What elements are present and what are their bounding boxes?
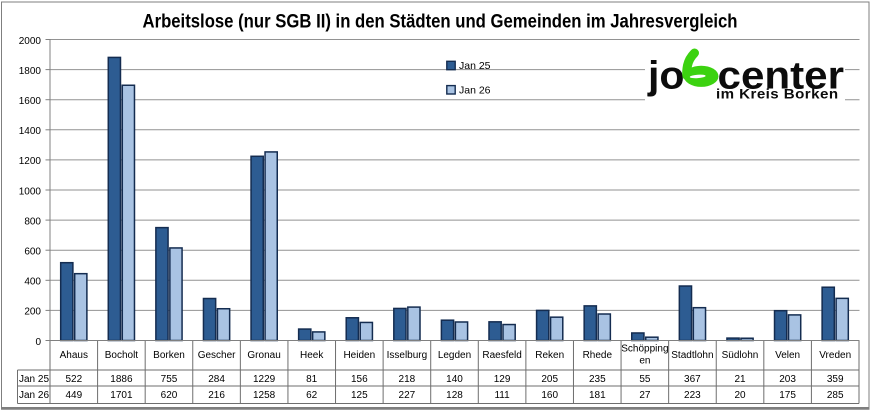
svg-text:400: 400 bbox=[24, 277, 41, 288]
svg-text:Vreden: Vreden bbox=[819, 350, 851, 361]
svg-text:600: 600 bbox=[24, 247, 41, 258]
svg-text:181: 181 bbox=[589, 390, 606, 401]
svg-text:Heek: Heek bbox=[300, 350, 324, 361]
svg-text:Arbeitslose (nur SGB II) in de: Arbeitslose (nur SGB II) in den Städten … bbox=[143, 11, 738, 33]
svg-text:522: 522 bbox=[65, 374, 82, 385]
svg-text:216: 216 bbox=[208, 390, 225, 401]
svg-text:Gescher: Gescher bbox=[198, 350, 236, 361]
svg-text:367: 367 bbox=[684, 374, 701, 385]
svg-text:200: 200 bbox=[24, 307, 41, 318]
svg-text:1800: 1800 bbox=[19, 66, 42, 77]
svg-text:449: 449 bbox=[65, 390, 82, 401]
svg-text:1000: 1000 bbox=[19, 186, 42, 197]
svg-text:359: 359 bbox=[827, 374, 844, 385]
svg-text:Jan 26: Jan 26 bbox=[19, 390, 49, 401]
svg-text:285: 285 bbox=[827, 390, 844, 401]
svg-text:im Kreis Borken: im Kreis Borken bbox=[716, 86, 839, 101]
svg-text:1600: 1600 bbox=[19, 96, 42, 107]
svg-text:205: 205 bbox=[541, 374, 558, 385]
svg-text:1886: 1886 bbox=[110, 374, 133, 385]
svg-text:Jan 26: Jan 26 bbox=[459, 85, 491, 97]
svg-text:125: 125 bbox=[351, 390, 368, 401]
svg-text:156: 156 bbox=[351, 374, 368, 385]
svg-text:62: 62 bbox=[306, 390, 318, 401]
svg-text:284: 284 bbox=[208, 374, 225, 385]
svg-text:Raesfeld: Raesfeld bbox=[482, 350, 521, 361]
svg-text:Jan 25: Jan 25 bbox=[19, 374, 49, 385]
svg-text:20: 20 bbox=[734, 390, 746, 401]
svg-text:Borken: Borken bbox=[153, 350, 185, 361]
svg-text:Legden: Legden bbox=[438, 350, 471, 361]
svg-text:800: 800 bbox=[24, 216, 41, 227]
svg-text:0: 0 bbox=[35, 337, 41, 348]
svg-text:227: 227 bbox=[399, 390, 416, 401]
svg-text:Stadtlohn: Stadtlohn bbox=[671, 350, 713, 361]
svg-text:Heiden: Heiden bbox=[343, 350, 375, 361]
svg-text:1400: 1400 bbox=[19, 126, 42, 137]
svg-text:235: 235 bbox=[589, 374, 606, 385]
svg-text:Rhede: Rhede bbox=[583, 350, 613, 361]
svg-text:Jan 25: Jan 25 bbox=[459, 60, 491, 72]
svg-text:755: 755 bbox=[161, 374, 178, 385]
svg-text:Reken: Reken bbox=[535, 350, 564, 361]
svg-text:1200: 1200 bbox=[19, 156, 42, 167]
svg-text:128: 128 bbox=[446, 390, 463, 401]
svg-text:2000: 2000 bbox=[19, 36, 42, 47]
svg-text:218: 218 bbox=[399, 374, 416, 385]
svg-text:center: center bbox=[718, 55, 845, 98]
svg-text:140: 140 bbox=[446, 374, 463, 385]
svg-text:175: 175 bbox=[779, 390, 796, 401]
svg-text:203: 203 bbox=[779, 374, 796, 385]
svg-text:223: 223 bbox=[684, 390, 701, 401]
svg-text:en: en bbox=[639, 356, 650, 367]
svg-text:Schöpping: Schöpping bbox=[621, 344, 668, 355]
svg-text:620: 620 bbox=[161, 390, 178, 401]
svg-text:jo: jo bbox=[647, 55, 685, 98]
svg-text:Bocholt: Bocholt bbox=[105, 350, 139, 361]
svg-text:81: 81 bbox=[306, 374, 318, 385]
svg-text:27: 27 bbox=[639, 390, 651, 401]
svg-text:Isselburg: Isselburg bbox=[387, 350, 428, 361]
svg-text:160: 160 bbox=[541, 390, 558, 401]
svg-text:1229: 1229 bbox=[253, 374, 276, 385]
svg-text:55: 55 bbox=[639, 374, 651, 385]
svg-text:Ahaus: Ahaus bbox=[60, 350, 88, 361]
svg-text:1701: 1701 bbox=[110, 390, 133, 401]
svg-text:129: 129 bbox=[494, 374, 511, 385]
svg-text:Südlohn: Südlohn bbox=[722, 350, 759, 361]
svg-text:Velen: Velen bbox=[775, 350, 800, 361]
svg-text:Gronau: Gronau bbox=[247, 350, 280, 361]
svg-text:21: 21 bbox=[734, 374, 746, 385]
svg-text:111: 111 bbox=[494, 390, 510, 401]
svg-text:1258: 1258 bbox=[253, 390, 276, 401]
